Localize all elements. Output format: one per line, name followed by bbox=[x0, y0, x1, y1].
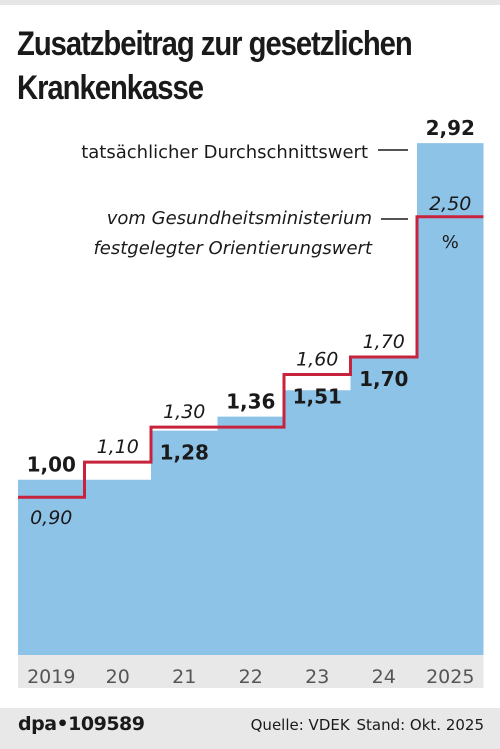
actual-value-label: 1,70 bbox=[359, 367, 408, 391]
x-tick-label: 24 bbox=[372, 666, 396, 688]
orientation-value-label: 0,90 bbox=[30, 507, 72, 529]
x-tick-label: 2019 bbox=[27, 666, 75, 688]
x-tick-label: 20 bbox=[106, 666, 130, 688]
agency-code: dpa•109589 bbox=[18, 713, 145, 735]
x-tick-label: 2025 bbox=[426, 666, 474, 688]
actual-value-label: 1,36 bbox=[226, 390, 275, 414]
chart-title: Zusatzbeitrag zur gesetzlichen Krankenka… bbox=[17, 22, 421, 110]
orientation-value-label: 1,30 bbox=[163, 401, 205, 423]
x-tick-label: 22 bbox=[239, 666, 263, 688]
actual-value-label: 1,00 bbox=[27, 453, 76, 477]
title-line-2: Krankenkasse bbox=[17, 69, 204, 107]
orientation-value-label: 1,70 bbox=[363, 331, 405, 353]
top-bar bbox=[0, 0, 500, 5]
unit-label: % bbox=[442, 232, 459, 253]
orientation-line bbox=[18, 215, 484, 499]
actual-area bbox=[18, 143, 484, 655]
legend-actual-label: tatsächlicher Durchschnittswert bbox=[81, 142, 368, 163]
legend-orientation-line-2: festgelegter Orientierungswert bbox=[93, 238, 373, 259]
actual-value-label: 1,51 bbox=[293, 385, 342, 409]
orientation-value-label: 1,10 bbox=[97, 436, 139, 458]
actual-value-label: 2,92 bbox=[426, 116, 475, 140]
legend-orientation-line-1: vom Gesundheitsministerium bbox=[107, 208, 372, 229]
x-tick-label: 23 bbox=[305, 666, 329, 688]
source-text: Quelle: VDEK bbox=[250, 716, 350, 734]
orientation-value-label: 1,60 bbox=[296, 349, 338, 371]
stand-text: Stand: Okt. 2025 bbox=[356, 716, 484, 734]
x-tick-label: 21 bbox=[172, 666, 196, 688]
actual-value-label: 1,28 bbox=[160, 441, 209, 465]
title-line-1: Zusatzbeitrag zur gesetzlichen bbox=[17, 25, 413, 63]
x-axis-band bbox=[18, 655, 484, 688]
footer-bar bbox=[0, 708, 500, 749]
orientation-value-label: 2,50 bbox=[429, 193, 471, 215]
source-line: Quelle: VDEK Stand: Okt. 2025 bbox=[249, 716, 484, 734]
